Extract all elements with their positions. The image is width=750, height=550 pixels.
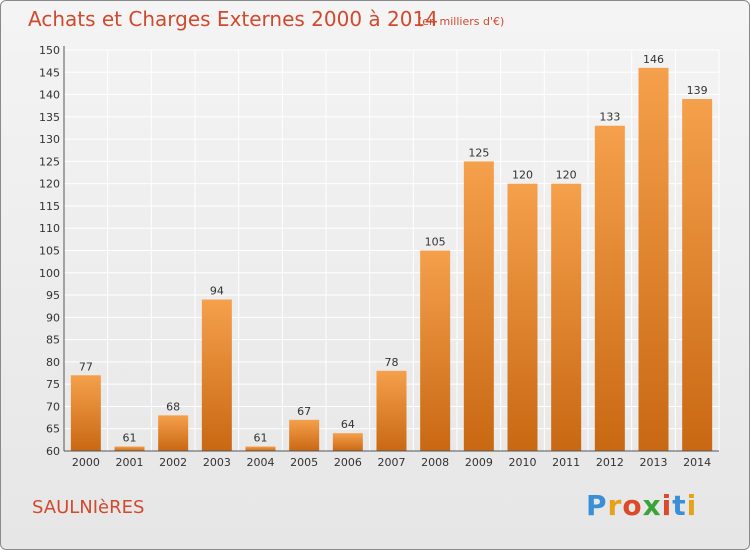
y-tick-label: 75 [46, 378, 60, 391]
x-tick-label: 2003 [203, 456, 231, 469]
bar [289, 419, 320, 451]
x-tick-label: 2010 [509, 456, 537, 469]
data-label: 139 [687, 84, 708, 97]
bar [594, 125, 625, 451]
y-tick-label: 140 [39, 89, 60, 102]
chart-subtitle: (en milliers d'€) [418, 15, 505, 28]
bar [158, 415, 189, 451]
x-tick-label: 2006 [334, 456, 362, 469]
x-tick-label: 2002 [159, 456, 187, 469]
bar [420, 250, 451, 451]
bar [332, 433, 363, 451]
x-tick-label: 2008 [421, 456, 449, 469]
bar [201, 299, 232, 451]
x-tick-label: 2012 [596, 456, 624, 469]
data-label: 61 [123, 432, 137, 445]
bar [114, 446, 145, 451]
y-tick-label: 95 [46, 289, 60, 302]
bar [245, 446, 276, 451]
axes: 60 65 70 75 80 85 90 95 100 105 110 115 120 125 130 135… [39, 44, 719, 469]
bar [638, 67, 669, 452]
brand-letter: o [622, 489, 643, 522]
brand-letter: x [642, 489, 662, 522]
y-tick-label: 80 [46, 356, 60, 369]
data-label: 64 [341, 418, 355, 431]
x-tick-label: 2013 [640, 456, 668, 469]
data-label: 146 [643, 53, 664, 66]
bar [376, 370, 407, 451]
y-tick-label: 150 [39, 44, 60, 57]
data-label: 68 [166, 400, 180, 413]
y-tick-label: 125 [39, 155, 60, 168]
brand-letter: t [672, 489, 687, 522]
y-tick-label: 100 [39, 267, 60, 280]
data-label: 77 [79, 360, 93, 373]
y-tick-label: 145 [39, 66, 60, 79]
y-tick-label: 120 [39, 178, 60, 191]
x-tick-label: 2014 [683, 456, 711, 469]
brand-letter: i [661, 489, 673, 522]
bar [682, 99, 713, 451]
commune-name: SAULNIèRES [32, 497, 145, 518]
data-label: 78 [385, 356, 399, 369]
y-tick-label: 90 [46, 311, 60, 324]
brand-letter: r [607, 489, 623, 522]
bar [551, 183, 582, 451]
bar [70, 375, 101, 451]
bar [507, 183, 538, 451]
y-tick-label: 85 [46, 334, 60, 347]
y-tick-label: 105 [39, 245, 60, 258]
data-label: 94 [210, 285, 224, 298]
y-tick-label: 110 [39, 222, 60, 235]
brand-letter: i [686, 489, 698, 522]
x-tick-label: 2000 [72, 456, 100, 469]
y-tick-label: 65 [46, 423, 60, 436]
bar [463, 161, 494, 451]
chart-title: Achats et Charges Externes 2000 à 2014 [28, 7, 438, 31]
data-label: 105 [425, 236, 446, 249]
brand-letter: P [586, 489, 608, 522]
data-label: 133 [599, 111, 620, 124]
x-tick-label: 2005 [290, 456, 318, 469]
x-tick-label: 2004 [247, 456, 275, 469]
data-label: 120 [556, 169, 577, 182]
y-tick-label: 115 [39, 200, 60, 213]
x-tick-label: 2007 [378, 456, 406, 469]
data-label: 125 [468, 146, 489, 159]
x-tick-label: 2001 [116, 456, 144, 469]
bars: 77 61 68 94 61 67 64 78 105 125 120 120 133 146 139 [70, 53, 713, 452]
y-tick-label: 60 [46, 445, 60, 458]
y-tick-label: 130 [39, 133, 60, 146]
data-label: 120 [512, 169, 533, 182]
data-label: 67 [297, 405, 311, 418]
data-label: 61 [254, 432, 268, 445]
proxiti-logo[interactable]: Proxiti [586, 489, 697, 522]
x-tick-label: 2011 [552, 456, 580, 469]
x-tick-label: 2009 [465, 456, 493, 469]
y-tick-label: 135 [39, 111, 60, 124]
y-tick-label: 70 [46, 400, 60, 413]
